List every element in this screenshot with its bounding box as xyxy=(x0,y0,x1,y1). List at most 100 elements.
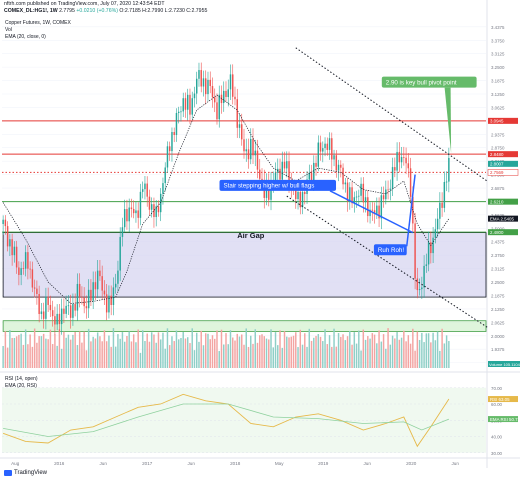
candle-body xyxy=(153,204,155,218)
price-tick-label: 3.1875 xyxy=(491,79,505,84)
candle-body xyxy=(130,207,133,209)
candle-body xyxy=(56,313,58,325)
volume-bar xyxy=(13,337,16,368)
volume-bar xyxy=(20,333,22,368)
candle-body xyxy=(364,197,367,203)
candle-body xyxy=(427,242,430,265)
volume-bar xyxy=(227,344,229,368)
candle-body xyxy=(31,269,34,288)
time-tick-label: Jun xyxy=(99,461,107,466)
candle-body xyxy=(351,187,353,204)
volume-bar xyxy=(101,341,103,368)
volume-bar xyxy=(132,334,135,368)
volume-bar xyxy=(247,346,250,368)
volume-bar xyxy=(85,350,88,368)
price-change: +0.0210 (+0.76%) xyxy=(76,8,118,14)
indicator-title-ema[interactable]: EMA (20, close, 0) xyxy=(5,34,46,40)
volume-bar xyxy=(67,334,70,368)
candle-body xyxy=(171,132,173,152)
volume-bar xyxy=(36,342,38,368)
volume-bar xyxy=(40,336,43,368)
candle-body xyxy=(128,207,130,222)
candle-body xyxy=(297,191,299,200)
rsi-ema-title[interactable]: EMA (20, RSI) xyxy=(5,383,37,389)
price-tick-label: 2.3750 xyxy=(491,253,505,258)
volume-bar xyxy=(310,340,313,368)
candle-body xyxy=(265,183,268,198)
volume-bar xyxy=(436,331,439,368)
tradingview-footer[interactable]: TradingView xyxy=(4,470,47,476)
volume-bar xyxy=(286,336,288,368)
volume-bar xyxy=(272,347,274,368)
volume-bar xyxy=(166,328,169,368)
volume-bar xyxy=(195,332,198,368)
volume-bar xyxy=(171,336,173,368)
candle-body xyxy=(227,89,229,98)
candle-body xyxy=(286,161,288,169)
rsi-title[interactable]: RSI (14, open) xyxy=(5,376,38,382)
candle-body xyxy=(245,149,247,152)
indicator-title-vol[interactable]: Vol xyxy=(5,27,12,33)
volume-bar xyxy=(319,336,322,368)
volume-bar xyxy=(292,335,295,368)
volume-bar xyxy=(252,343,254,368)
price-tick-label: 2.1875 xyxy=(491,293,505,298)
volume-bar xyxy=(317,334,320,368)
volume-bar xyxy=(137,329,139,368)
candle-body xyxy=(180,111,182,113)
annotation-text: 2.90 is key bull pivot point xyxy=(386,79,457,86)
indicator-title-copper[interactable]: Copper Futures, 1W, COMEX xyxy=(5,20,71,26)
candle-body xyxy=(362,183,365,203)
candle-body xyxy=(448,157,450,182)
time-tick-label: Aug xyxy=(11,461,20,466)
tradingview-logo-icon xyxy=(4,470,12,476)
candle-body xyxy=(337,164,340,171)
volume-bar xyxy=(38,336,40,368)
volume-bar xyxy=(299,329,302,368)
volume-bar xyxy=(360,350,362,368)
candle-body xyxy=(189,94,191,115)
volume-bar xyxy=(373,334,376,368)
volume-bar xyxy=(218,351,220,368)
price-tick-label: 2.6875 xyxy=(491,186,505,191)
volume-bar xyxy=(279,330,281,368)
candle-body xyxy=(101,276,103,291)
volume-bar xyxy=(389,344,392,368)
ema-layer xyxy=(2,94,450,304)
candle-body xyxy=(443,181,446,208)
volume-bar xyxy=(126,335,128,368)
volume-bar xyxy=(186,337,189,368)
candle-body xyxy=(22,268,25,269)
candle-body xyxy=(2,219,4,225)
volume-bar xyxy=(65,337,67,368)
candle-body xyxy=(394,167,396,171)
candle-body xyxy=(49,304,52,311)
volume-bar xyxy=(396,332,398,368)
candle-body xyxy=(358,195,360,197)
candle-body xyxy=(38,294,40,315)
candle-body xyxy=(225,90,227,98)
volume-bar xyxy=(157,332,160,368)
volume-bar xyxy=(135,342,137,368)
candle-body xyxy=(24,252,27,269)
price-tick-label: 2.1250 xyxy=(491,307,505,312)
volume-bar xyxy=(87,328,90,368)
volume-bar xyxy=(177,339,180,368)
volume-bar xyxy=(254,329,256,368)
volume-bar xyxy=(108,335,110,368)
volume-bar xyxy=(103,330,106,368)
price-label-badge xyxy=(488,215,518,222)
trendline xyxy=(295,47,488,182)
price-label-text: 2.8480 xyxy=(490,152,504,157)
candle-body xyxy=(223,90,225,104)
candle-body xyxy=(344,182,347,185)
candle-body xyxy=(90,289,92,301)
zones-layer xyxy=(2,232,487,332)
price-label-badge xyxy=(488,160,518,167)
candle-body xyxy=(313,162,315,181)
annotations: 2.90 is key bull pivot point Stair steppi… xyxy=(219,76,477,256)
annotation-text: Ruh Roh! xyxy=(378,247,404,254)
candle-body xyxy=(195,78,198,94)
volume-bar xyxy=(63,331,65,368)
volume-bar xyxy=(416,331,419,368)
